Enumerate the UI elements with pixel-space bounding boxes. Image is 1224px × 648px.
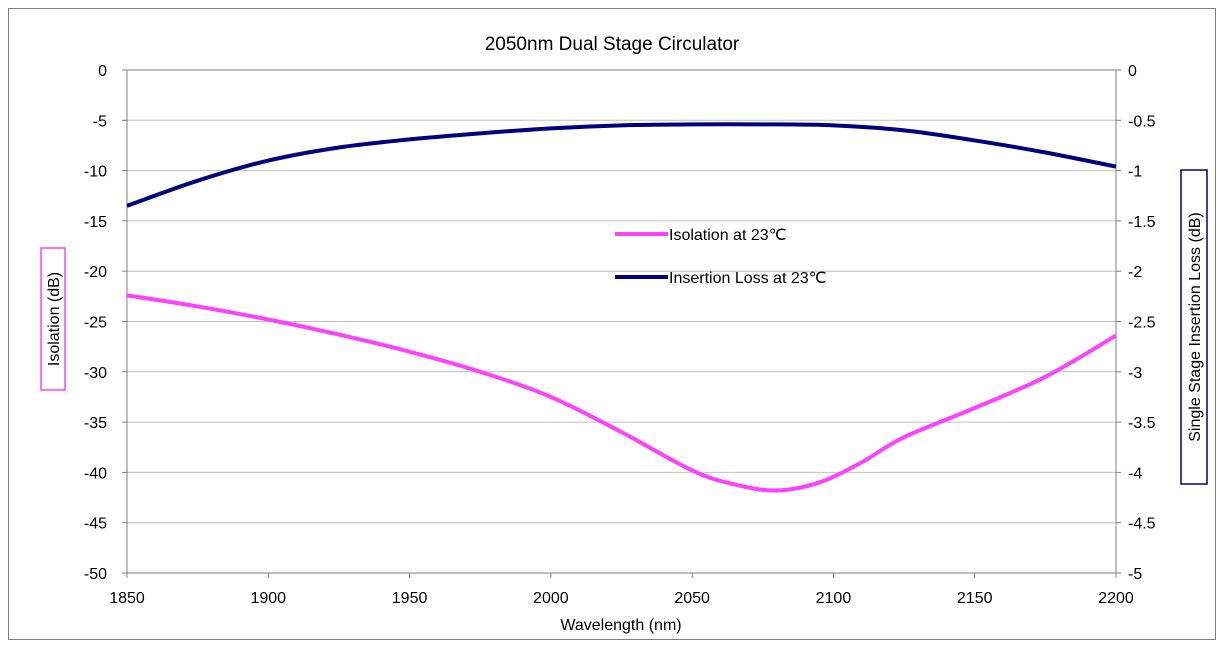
y-axis-label-left-box <box>40 247 66 391</box>
y-axis-label-left-group: Isolation (dB) <box>40 247 66 391</box>
legend-label-insertion-loss: Insertion Loss at 23℃ <box>669 270 827 287</box>
series-line-insertion-loss <box>126 122 1117 208</box>
x-tick-label: 1950 <box>392 590 428 607</box>
y-tick-label-left: -30 <box>84 365 107 382</box>
x-tick-label: 2200 <box>1098 590 1134 607</box>
y-tick-label-left: -10 <box>84 164 107 181</box>
y-tick-label-left: -50 <box>84 566 107 583</box>
y-tick-label-left: -40 <box>84 465 107 482</box>
y-tick-label-left: -25 <box>84 315 107 332</box>
axis-layer: 0 -5 -10 -15 -20 -25 -30 -35 -40 -45 -50 0 -0.5 -1 -1.… <box>84 63 1156 607</box>
series-layer <box>126 122 1118 493</box>
y-tick-label-left: 0 <box>98 63 107 80</box>
y-axis-label-right-group: Single Stage Insertion Loss (dB) <box>1180 169 1208 485</box>
y-axis-label-left: Isolation (dB) <box>46 272 63 366</box>
y-axis-label-right: Single Stage Insertion Loss (dB) <box>1187 212 1204 441</box>
y-tick-label-right: -2.5 <box>1128 315 1156 332</box>
y-tick-label-right: -3 <box>1128 365 1142 382</box>
y-tick-label-left: -35 <box>84 415 107 432</box>
y-tick-label-right: -4.5 <box>1128 516 1156 533</box>
legend: Isolation at 23℃ Insertion Loss at 23℃ <box>615 227 827 287</box>
y-tick-label-left: -15 <box>84 214 107 231</box>
y-tick-label-right: -5 <box>1128 566 1142 583</box>
chart-frame <box>8 8 1216 640</box>
legend-label-isolation: Isolation at 23℃ <box>669 227 787 244</box>
x-tick-label: 2100 <box>816 590 852 607</box>
y-tick-label-left: -45 <box>84 516 107 533</box>
x-tick-label: 1850 <box>109 590 145 607</box>
y-tick-label-left: -5 <box>93 113 107 130</box>
y-tick-label-right: -2 <box>1128 264 1142 281</box>
x-tick-label: 2000 <box>533 590 569 607</box>
y-axis-label-right-box <box>1180 169 1208 485</box>
x-tick-label: 1900 <box>250 590 286 607</box>
y-tick-label-right: -1 <box>1128 164 1142 181</box>
y-tick-label-right: -4 <box>1128 465 1142 482</box>
y-tick-label-right: -3.5 <box>1128 415 1156 432</box>
x-axis-label: Wavelength (nm) <box>560 617 681 634</box>
x-tick-label: 2150 <box>957 590 993 607</box>
series-line-isolation <box>126 293 1118 493</box>
y-tick-label-right: -0.5 <box>1128 113 1156 130</box>
x-tick-label: 2050 <box>674 590 710 607</box>
y-tick-label-right: 0 <box>1128 63 1137 80</box>
y-tick-label-left: -20 <box>84 264 107 281</box>
y-tick-label-right: -1.5 <box>1128 214 1156 231</box>
chart-title: 2050nm Dual Stage Circulator <box>485 34 740 55</box>
